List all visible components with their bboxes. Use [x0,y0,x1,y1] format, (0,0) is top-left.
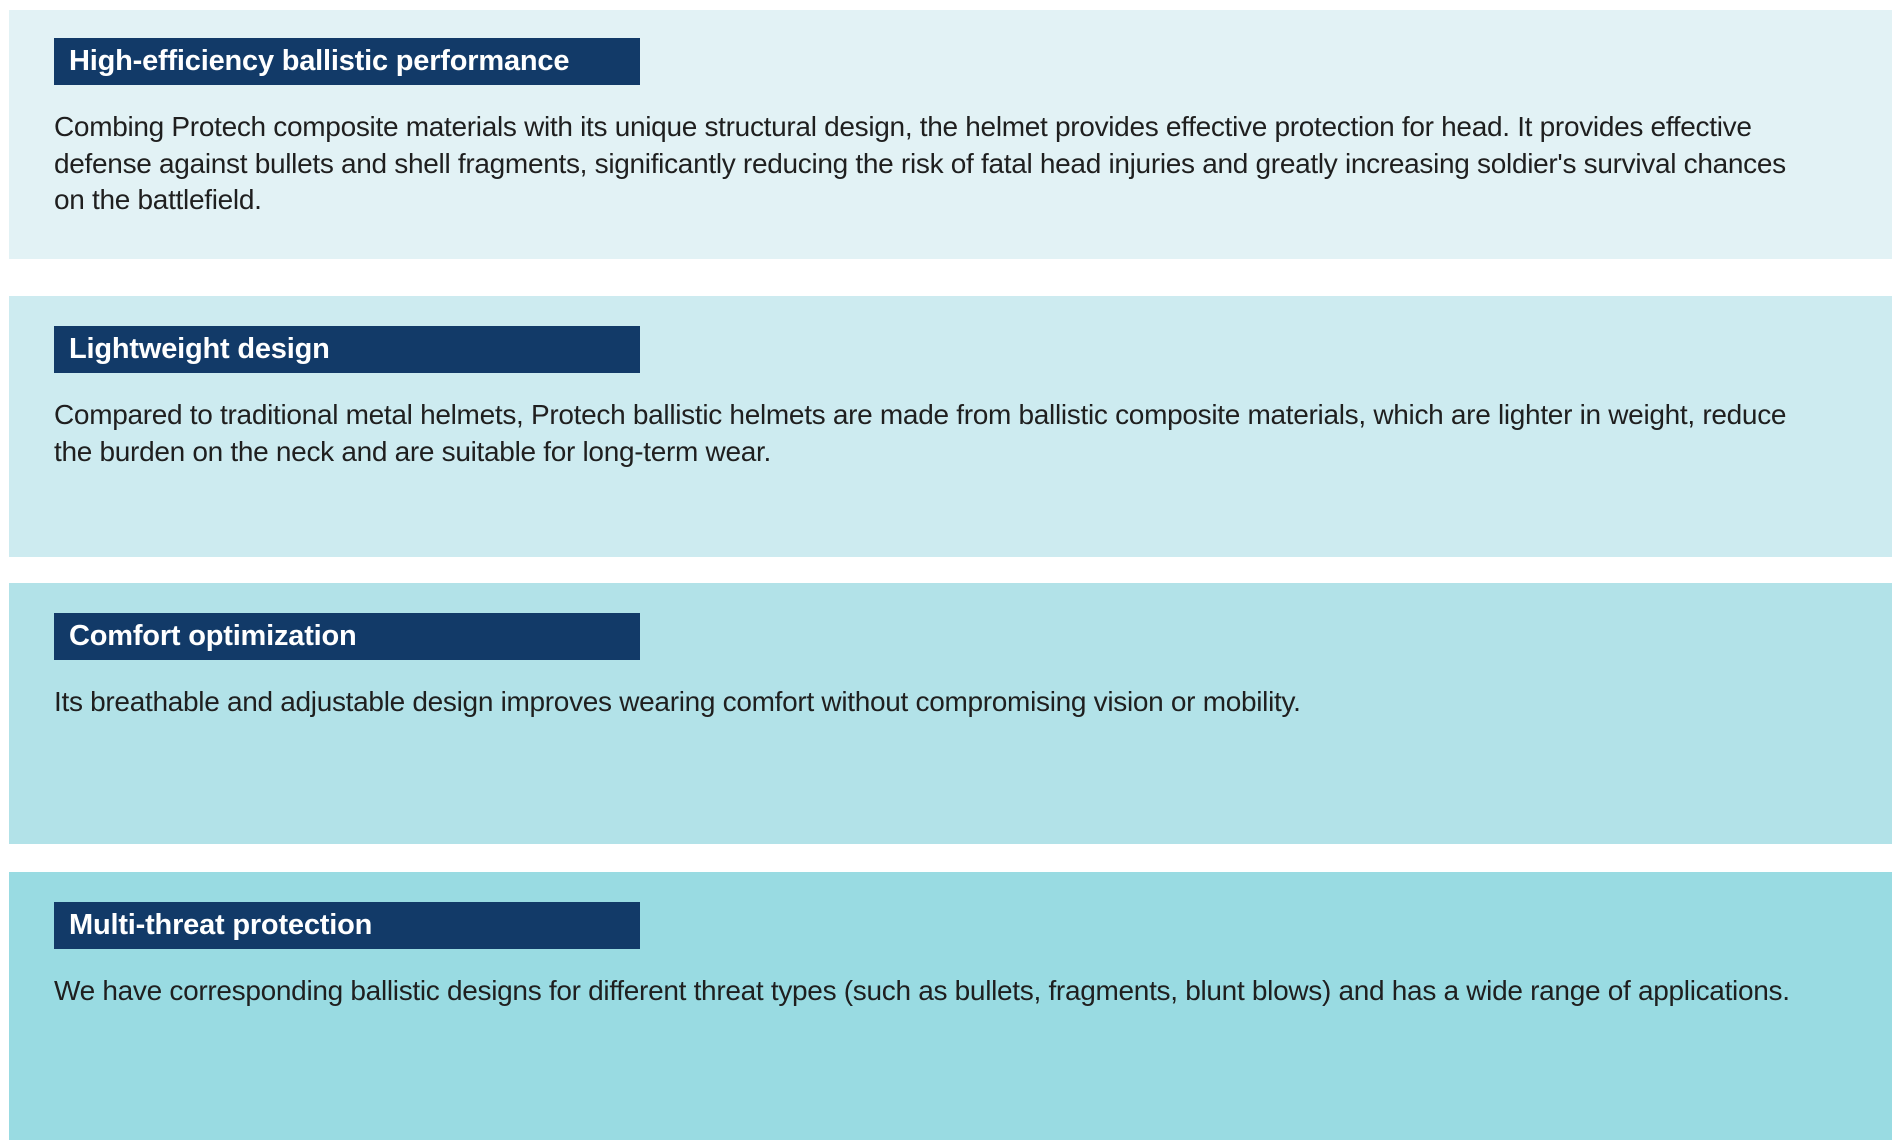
section-lightweight-design: Lightweight design Compared to tradition… [9,296,1892,557]
section-multi-threat-protection: Multi-threat protection We have correspo… [9,872,1892,1140]
section-comfort-optimization: Comfort optimization Its breathable and … [9,583,1892,844]
section-body-text: Compared to traditional metal helmets, P… [54,399,1787,467]
section-body-text: Its breathable and adjustable design imp… [54,686,1301,717]
section-high-efficiency-ballistic-performance: High-efficiency ballistic performance Co… [9,10,1892,259]
section-body-text: Combing Protech composite materials with… [54,111,1786,215]
section-title-badge: High-efficiency ballistic performance [54,38,640,85]
section-title-badge: Multi-threat protection [54,902,640,949]
section-body-text: We have corresponding ballistic designs … [54,975,1790,1006]
section-title-badge: Lightweight design [54,326,640,373]
section-title-badge: Comfort optimization [54,613,640,660]
